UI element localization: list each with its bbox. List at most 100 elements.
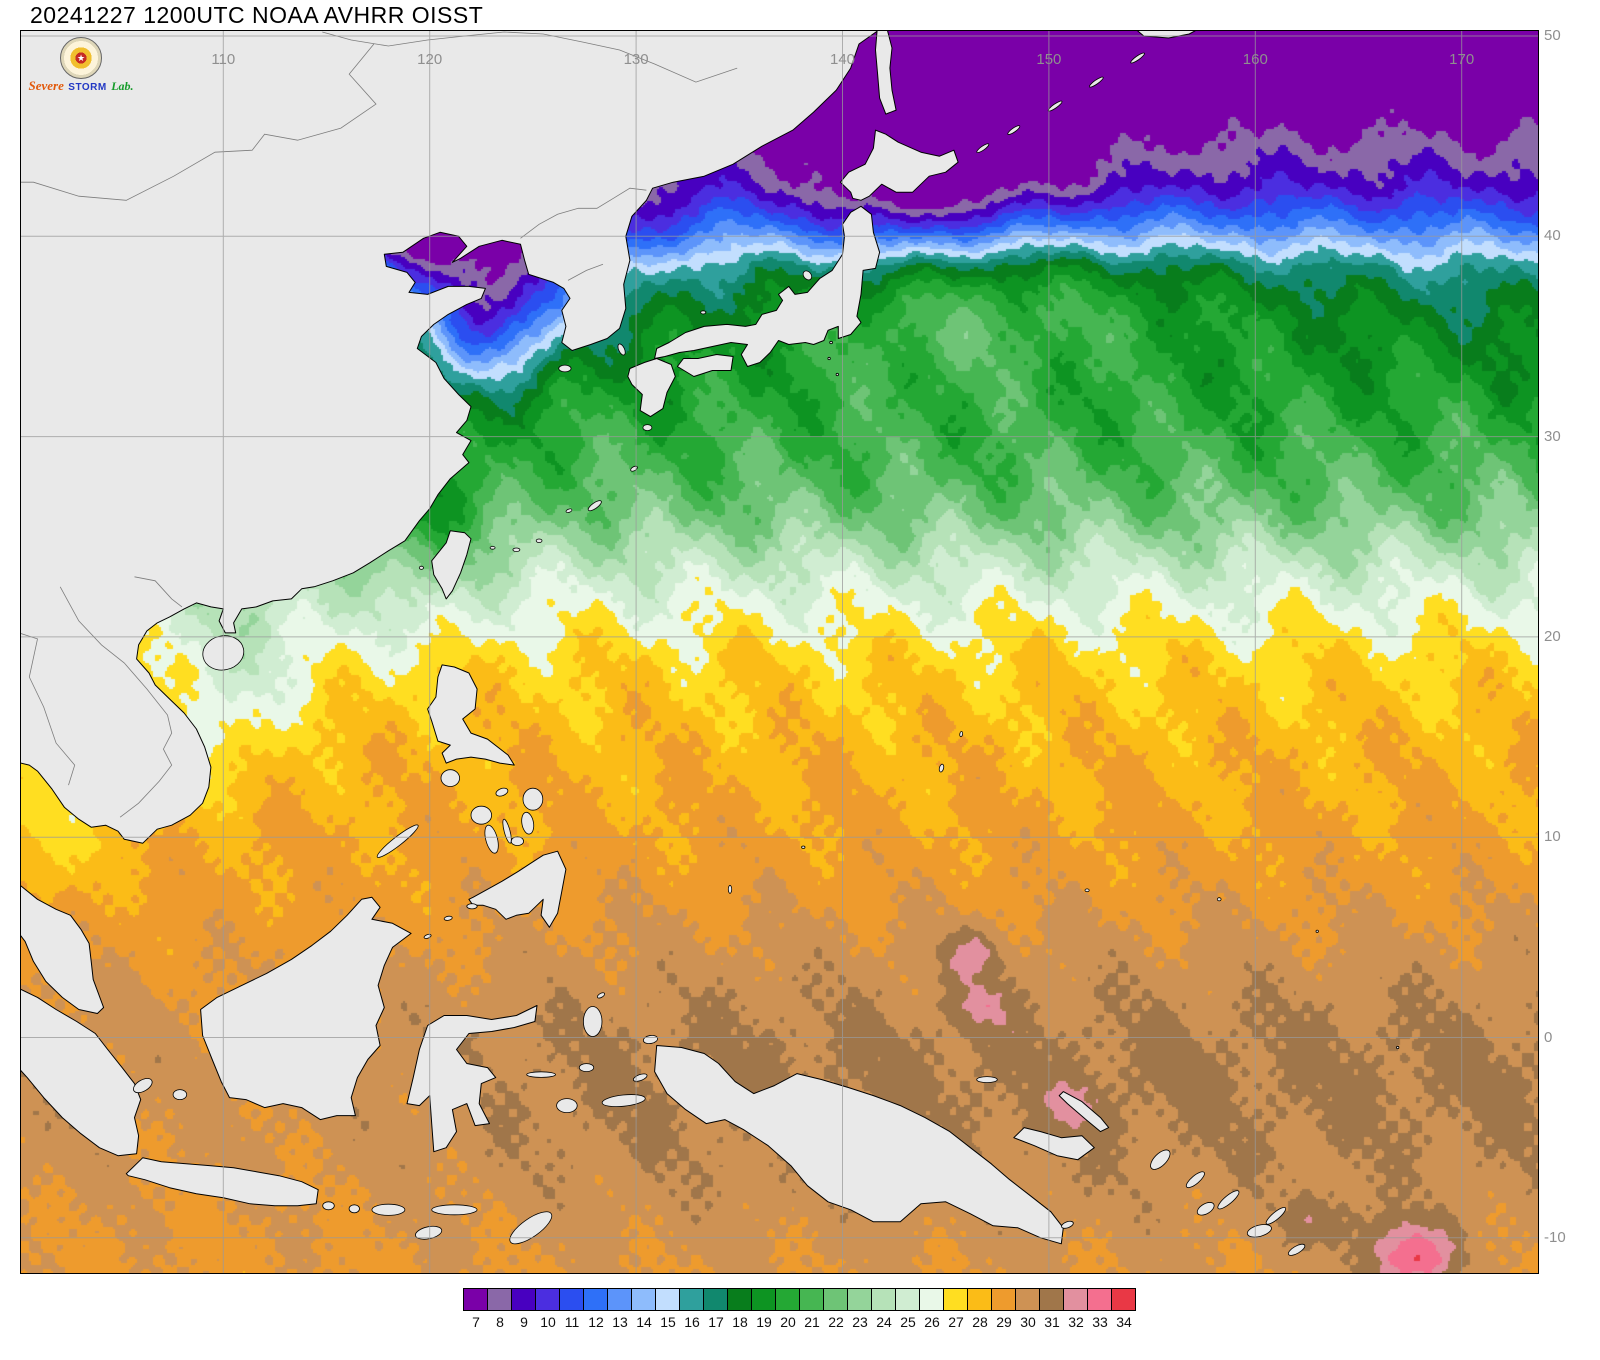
colorbar-tick-label: 33 (1092, 1314, 1108, 1330)
land-new-britain (1013, 1127, 1095, 1161)
colorbar-tick-label: 19 (756, 1314, 772, 1330)
land-sulawesi (406, 1005, 538, 1153)
land-hokkaido (839, 129, 959, 201)
island (1150, 1149, 1171, 1170)
colorbar-cell (848, 1289, 872, 1310)
lon-tick-label: 160 (1243, 51, 1268, 68)
lon-tick-label: 140 (830, 51, 855, 68)
grid-layer (21, 31, 1538, 1273)
island (415, 1225, 443, 1240)
lon-tick-label: 170 (1449, 51, 1474, 68)
lat-tick-label: 10 (1544, 828, 1561, 846)
logo-word-severe: Severe (28, 78, 64, 93)
colorbar-tick-label: 12 (588, 1314, 604, 1330)
island (510, 836, 524, 846)
island (1130, 52, 1145, 64)
island (1061, 1220, 1074, 1229)
land-kamchatka (1137, 31, 1196, 39)
colorbar-tick-label: 21 (804, 1314, 820, 1330)
island (801, 845, 806, 849)
colorbar-tick-label: 23 (852, 1314, 868, 1330)
ssl-logo-emblem: ★ (60, 37, 102, 79)
colorbar-tick-label: 25 (900, 1314, 916, 1330)
colorbar-tick-label: 14 (636, 1314, 652, 1330)
island (827, 356, 831, 361)
colorbar-cell (992, 1289, 1016, 1310)
island (1007, 125, 1021, 135)
colorbar-tick-label: 32 (1068, 1314, 1084, 1330)
island (1265, 1206, 1287, 1225)
island (700, 310, 707, 315)
colorbar-cell (536, 1289, 560, 1310)
map-overlay-svg: 110 120 130 140 150 160 170 (21, 31, 1538, 1273)
colorbar-tick-label: 13 (612, 1314, 628, 1330)
lat-tick-label: 40 (1544, 227, 1561, 245)
colorbar-tick-label: 18 (732, 1314, 748, 1330)
island (512, 547, 521, 552)
island (440, 769, 461, 787)
page-title: 20241227 1200UTC NOAA AVHRR OISST (30, 2, 484, 28)
island (1315, 929, 1319, 933)
colorbar-tick-label: 11 (564, 1314, 580, 1330)
land-java (125, 1157, 319, 1207)
land-honshu (654, 205, 881, 367)
island (526, 1071, 556, 1078)
colorbar-tick-label: 31 (1044, 1314, 1060, 1330)
island (727, 884, 733, 894)
colorbar-cell (1088, 1289, 1112, 1310)
colorbar-cell (1016, 1289, 1040, 1310)
colorbar-tick-label: 7 (472, 1314, 480, 1330)
island (522, 787, 544, 811)
land-luzon (427, 664, 515, 766)
colorbar-tick-label: 8 (496, 1314, 504, 1330)
colorbar-tick-label: 20 (780, 1314, 796, 1330)
lat-tick-label: 0 (1544, 1028, 1553, 1046)
island (632, 1073, 648, 1082)
island (1089, 76, 1104, 88)
island (565, 508, 573, 513)
island (587, 500, 602, 512)
colorbar-cell (704, 1289, 728, 1310)
country-borders-layer (21, 31, 738, 818)
island (521, 811, 535, 835)
island (470, 805, 493, 825)
island (348, 1204, 360, 1214)
island (596, 992, 606, 999)
island (558, 364, 572, 373)
island (376, 824, 419, 858)
land-sumatra (21, 988, 142, 1157)
colorbar-cell (488, 1289, 512, 1310)
island (1185, 1171, 1205, 1189)
colorbar-tick-label: 17 (708, 1314, 724, 1330)
lat-tick-label: 30 (1544, 427, 1561, 445)
lat-tick-label: 50 (1544, 27, 1561, 44)
island (371, 1203, 406, 1216)
colorbar-cell (920, 1289, 944, 1310)
ssl-logo-star-icon: ★ (76, 52, 86, 63)
colorbar-cell (752, 1289, 776, 1310)
colorbar-tick-label: 10 (540, 1314, 556, 1330)
island (1196, 1202, 1215, 1216)
lon-tick-label: 110 (211, 51, 235, 68)
colorbar-cell (464, 1289, 488, 1310)
island (938, 763, 945, 773)
colorbar-tick-label: 27 (948, 1314, 964, 1330)
island (489, 545, 496, 550)
island (133, 1078, 153, 1094)
colorbar-cell (584, 1289, 608, 1310)
island (642, 424, 653, 432)
land-kyushu (627, 358, 676, 418)
island (1396, 1045, 1400, 1050)
island (484, 824, 499, 854)
island (578, 1063, 595, 1072)
colorbar-cell (1112, 1289, 1135, 1310)
island (976, 143, 990, 154)
land-taiwan (431, 530, 472, 600)
island (423, 933, 432, 939)
land-new-ireland (1058, 1091, 1110, 1133)
island (617, 343, 626, 356)
land-sakhalin (875, 31, 897, 115)
colorbar-tick-label: 28 (972, 1314, 988, 1330)
island (601, 1094, 646, 1108)
island (642, 1034, 659, 1045)
